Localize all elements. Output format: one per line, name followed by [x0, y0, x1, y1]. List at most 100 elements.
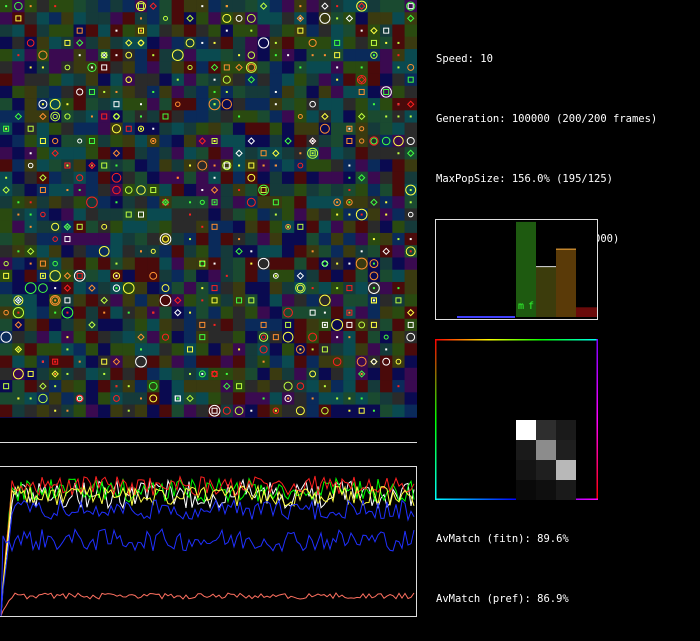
organism-dot: [54, 5, 57, 8]
grid-cell: [98, 122, 111, 136]
world-grid[interactable]: [0, 0, 417, 418]
organism-ring: [51, 296, 60, 305]
grid-cell: [159, 294, 172, 307]
grid-cell: [147, 208, 160, 221]
grid-cell: [12, 257, 25, 271]
grid-cell: [73, 24, 87, 38]
grid-cell: [269, 367, 283, 381]
organism-square: [137, 211, 144, 218]
grid-cell: [331, 380, 344, 393]
organism-square: [309, 150, 316, 157]
grid-cell: [306, 98, 320, 111]
grid-cell: [171, 98, 185, 111]
grid-cell: [12, 147, 25, 160]
grid-cell: [245, 134, 258, 148]
grid-cell: [61, 294, 74, 307]
grid-cell: [36, 220, 50, 234]
grid-cell: [208, 49, 221, 62]
organism-dot: [29, 225, 32, 228]
grid-cell: [343, 380, 356, 393]
grid-cell: [12, 61, 25, 74]
grid-cell: [281, 318, 295, 332]
organism-square: [39, 137, 46, 144]
grid-cell: [232, 306, 246, 320]
grid-cell: [367, 343, 381, 356]
grid-cell: [257, 220, 271, 234]
grid-cell: [159, 183, 172, 197]
grid-cell: [98, 61, 111, 74]
organism-dot: [41, 103, 44, 106]
grid-cell: [183, 110, 197, 123]
organism-ring: [208, 98, 221, 111]
organism-square: [211, 285, 218, 292]
grid-cell: [110, 343, 123, 356]
grid-cell: [245, 232, 258, 246]
grid-cell: [294, 257, 307, 271]
grid-cell: [343, 85, 356, 99]
grid-cell: [73, 147, 87, 160]
grid-cell: [183, 404, 197, 418]
grid-cell: [61, 245, 74, 258]
grid-cell: [147, 98, 160, 111]
organism-ring: [52, 113, 58, 120]
grid-cell: [355, 85, 369, 99]
organism-dot: [336, 213, 339, 216]
grid-cell: [306, 183, 320, 197]
organism-dot: [336, 397, 339, 400]
grid-cell: [392, 196, 405, 209]
grid-cell: [269, 306, 283, 320]
organism-ring: [307, 147, 319, 159]
organism-dot: [17, 201, 20, 204]
grid-cell: [12, 134, 25, 148]
grid-cell: [281, 245, 295, 258]
organism-square: [211, 370, 218, 377]
grid-cell: [122, 147, 136, 160]
grid-cell: [380, 122, 393, 136]
grid-cell: [171, 367, 185, 381]
grid-cell: [49, 85, 62, 99]
grid-cell: [257, 269, 271, 283]
grid-cell: [73, 36, 87, 50]
grid-cell: [404, 85, 417, 99]
grid-cell: [0, 183, 13, 197]
organism-square: [101, 162, 108, 169]
grid-cell: [232, 24, 246, 38]
organism-dot: [29, 66, 32, 69]
organism-dot: [189, 164, 192, 167]
organism-dot: [397, 287, 400, 290]
organism-dot: [115, 201, 118, 204]
grid-cell: [122, 12, 136, 25]
grid-cell: [73, 0, 87, 13]
organism-dot: [41, 274, 44, 277]
organism-ring: [245, 62, 257, 73]
grid-cell: [73, 122, 87, 136]
trait-bar: [516, 221, 536, 317]
grid-cell: [73, 245, 87, 258]
grid-cell: [269, 183, 283, 197]
grid-cell: [159, 73, 172, 87]
grid-cell: [294, 122, 307, 136]
organism-dot: [274, 103, 277, 106]
grid-cell: [343, 245, 356, 258]
organism-dot: [397, 41, 400, 44]
grid-cell: [380, 171, 393, 185]
grid-cell: [245, 159, 258, 172]
organism-dot: [127, 311, 130, 314]
grid-cell: [110, 318, 123, 332]
organism-ring: [221, 99, 233, 110]
grid-cell: [98, 12, 111, 25]
grid-cell: [331, 36, 344, 50]
organism-dot: [287, 225, 290, 228]
grid-cell: [196, 122, 209, 136]
organism-diamond: [112, 149, 121, 157]
grid-cell: [98, 380, 111, 393]
grid-cell: [318, 110, 332, 123]
grid-cell: [183, 220, 197, 234]
grid-cell: [257, 318, 271, 332]
grid-cell: [245, 306, 258, 320]
organism-square: [370, 39, 377, 46]
organism-ring: [355, 257, 368, 270]
grid-cell: [122, 232, 136, 246]
grid-cell: [404, 73, 417, 87]
grid-cell: [306, 208, 320, 221]
